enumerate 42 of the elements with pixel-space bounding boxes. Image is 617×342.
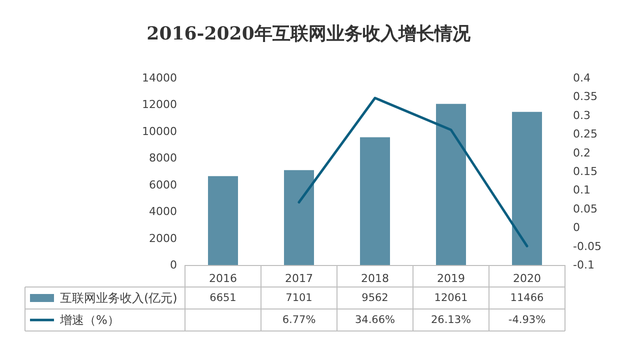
y2-tick-label: 0.3: [573, 108, 590, 122]
y2-tick-label: 0.05: [573, 202, 598, 216]
y2-tick-label: -0.1: [573, 258, 594, 272]
y-tick-label: 14000: [142, 72, 177, 84]
y2-tick-label: 0.15: [573, 165, 598, 178]
y2-tick-label: 0.25: [573, 128, 598, 141]
data-label: 11466: [510, 292, 544, 304]
y-tick-label: 6000: [149, 178, 177, 192]
y2-tick-label: 0.4: [573, 72, 590, 84]
x-tick-label: 2018: [361, 272, 389, 285]
data-label: 9562: [362, 292, 388, 304]
chart-title: 2016-2020年互联网业务收入增长情况: [146, 24, 472, 44]
legend-label: 增速（%）: [59, 313, 120, 327]
data-label: 34.66%: [354, 314, 396, 326]
data-label: 6651: [210, 292, 236, 304]
y2-tick-label: -0.05: [573, 240, 602, 253]
y2-tick-label: 0.2: [573, 146, 590, 160]
data-label: 6.77%: [282, 314, 316, 326]
x-tick-label: 2020: [513, 272, 541, 285]
y2-tick-label: 0: [573, 221, 580, 234]
y2-tick-label: 0.35: [573, 90, 598, 104]
bar: [284, 170, 314, 265]
y-tick-label: 4000: [149, 205, 177, 218]
bar: [436, 104, 466, 265]
x-tick-label: 2019: [437, 272, 465, 285]
y-tick-label: 12000: [142, 98, 177, 112]
data-label: 7101: [286, 292, 312, 304]
x-tick-label: 2017: [285, 272, 313, 285]
y-tick-label: 2000: [149, 232, 177, 245]
bar: [208, 176, 238, 265]
data-label: 12061: [434, 292, 468, 304]
y-tick-label: 10000: [142, 124, 177, 138]
data-label: 26.13%: [430, 314, 472, 326]
bar: [512, 112, 542, 265]
x-tick-label: 2016: [209, 272, 237, 285]
y-tick-label: 8000: [149, 152, 177, 165]
y2-tick-label: 0.1: [573, 184, 590, 197]
data-label: -4.93%: [508, 314, 546, 326]
legend-label: 互联网业务收入(亿元): [60, 291, 178, 305]
bar: [360, 137, 390, 265]
y-tick-label: 0: [170, 258, 177, 272]
line-series: [298, 96, 528, 248]
